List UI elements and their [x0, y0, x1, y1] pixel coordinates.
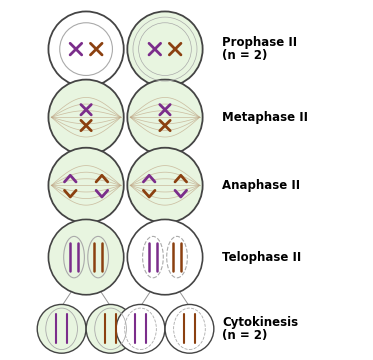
- Text: Cytokinesis: Cytokinesis: [222, 316, 298, 329]
- Text: (n = 2): (n = 2): [222, 329, 268, 342]
- Circle shape: [127, 12, 203, 87]
- Text: Telophase II: Telophase II: [222, 251, 302, 264]
- Circle shape: [48, 148, 124, 223]
- Circle shape: [48, 220, 124, 295]
- Text: Prophase II: Prophase II: [222, 36, 298, 49]
- Circle shape: [127, 220, 203, 295]
- Circle shape: [48, 12, 124, 87]
- Text: Anaphase II: Anaphase II: [222, 179, 301, 192]
- Circle shape: [37, 305, 86, 353]
- Circle shape: [48, 80, 124, 155]
- Text: (n = 2): (n = 2): [222, 49, 268, 62]
- Circle shape: [127, 148, 203, 223]
- Circle shape: [165, 305, 214, 353]
- Circle shape: [116, 305, 165, 353]
- Circle shape: [127, 80, 203, 155]
- Circle shape: [86, 305, 135, 353]
- Text: Metaphase II: Metaphase II: [222, 111, 308, 124]
